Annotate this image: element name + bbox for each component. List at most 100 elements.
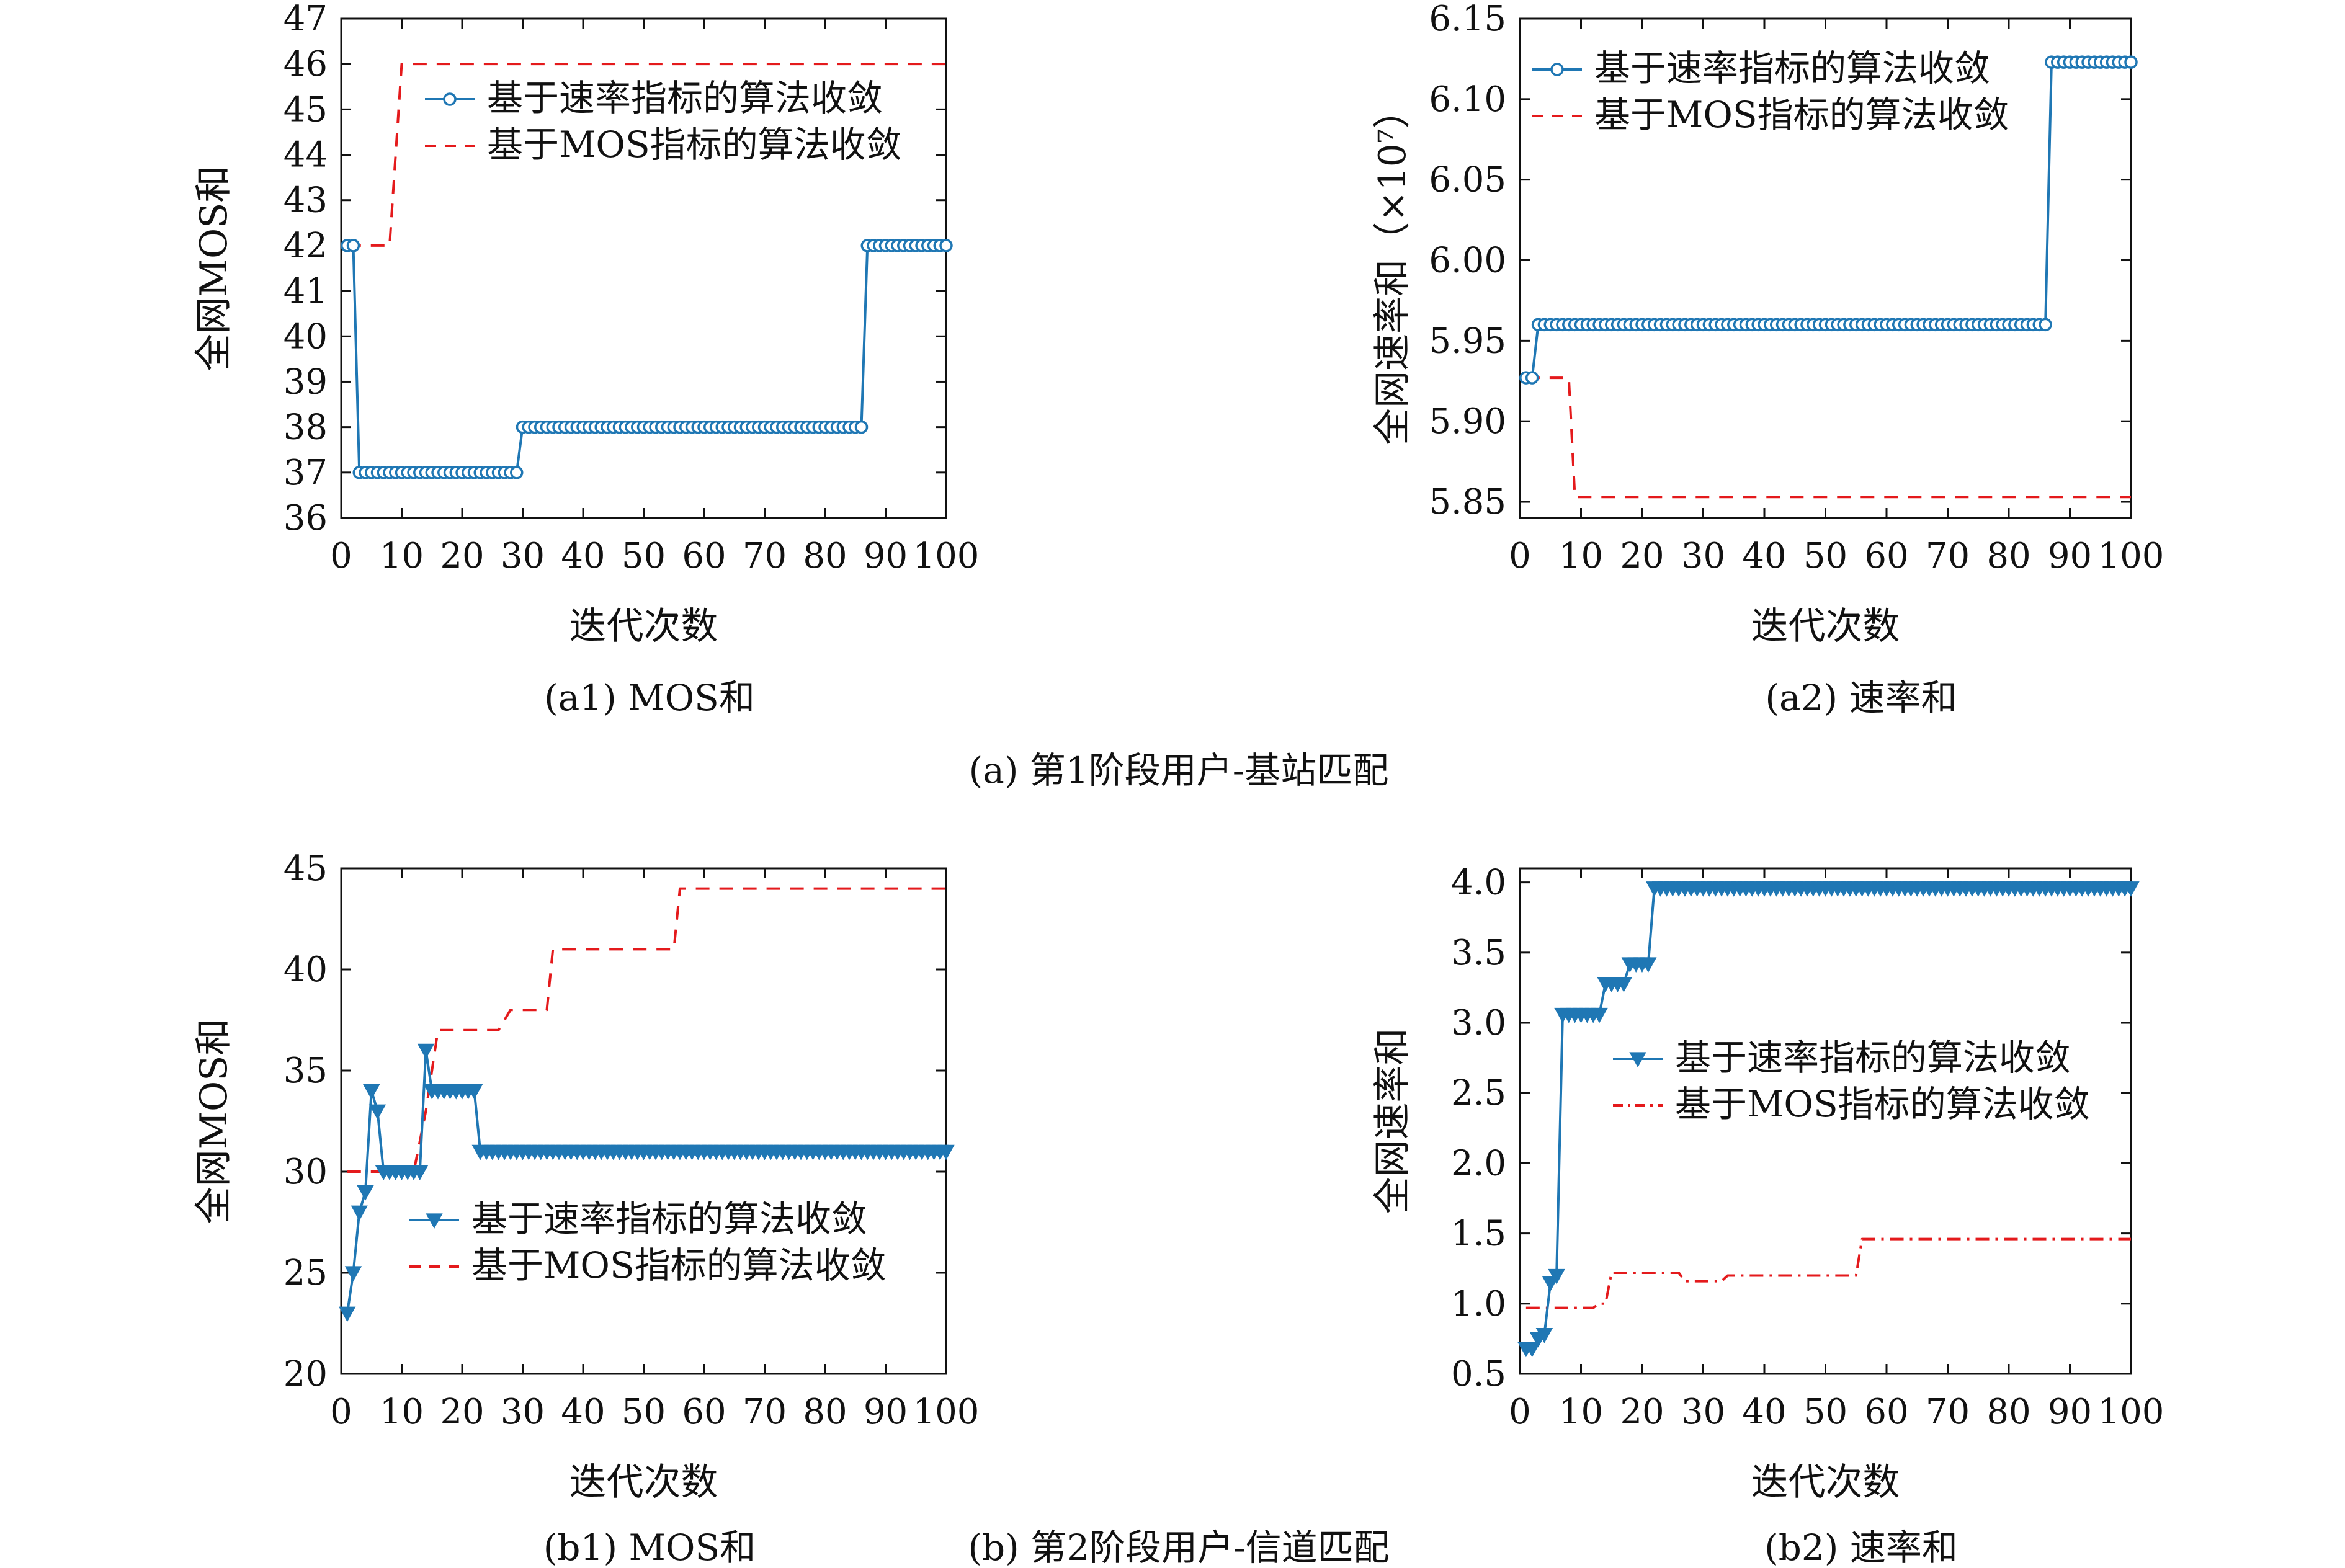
y-tick-label: 6.05 [1429, 160, 1506, 200]
series-point [339, 1306, 356, 1322]
y-tick-label: 30 [284, 1152, 328, 1192]
y-tick-label: 3.5 [1451, 933, 1506, 973]
x-tick-label: 90 [2048, 536, 2092, 576]
y-tick-label: 6.00 [1429, 241, 1506, 281]
x-tick-label: 20 [1620, 1392, 1664, 1432]
y-tick-label: 5.90 [1429, 401, 1506, 442]
charts-layer: 0 10 20 30 40 50 60 70 80 90 100363738394041424344… [192, 0, 2164, 1568]
x-tick-label: 0 [330, 536, 352, 576]
plot-frame [340, 867, 947, 1375]
series-point [2122, 881, 2140, 897]
series-point [465, 1084, 483, 1100]
x-axis-label: 迭代次数 [1751, 605, 1900, 648]
legend-marker [1629, 1052, 1646, 1068]
y-axis-label: 全网MOS和 [192, 166, 236, 372]
x-tick-label: 80 [1986, 536, 2030, 576]
y-tick-label: 5.95 [1429, 321, 1506, 361]
legend-entry: 基于MOS指标的算法收敛 [487, 123, 902, 166]
series-point [346, 239, 360, 252]
x-tick-label: 100 [2098, 1392, 2164, 1432]
figure-caption-a: (a) 第1阶段用户-基站匹配 [969, 749, 1389, 791]
x-tick-label: 90 [864, 536, 908, 576]
subplot-caption: (a2) 速率和 [1765, 677, 1957, 719]
x-tick-label: 40 [561, 1392, 605, 1432]
y-tick-label: 6.15 [1429, 0, 1506, 39]
y-tick-label: 2.5 [1451, 1073, 1506, 1113]
y-tick-label: 39 [284, 362, 328, 402]
y-tick-label: 20 [284, 1354, 328, 1394]
x-tick-label: 70 [743, 1392, 787, 1432]
y-tick-label: 35 [284, 1051, 328, 1091]
y-axis-label: 全网速率和（×10⁷） [1371, 91, 1414, 445]
y-tick-label: 46 [284, 44, 328, 84]
x-tick-label: 100 [913, 536, 980, 576]
y-tick-label: 25 [284, 1253, 328, 1293]
x-tick-label: 10 [1559, 536, 1603, 576]
x-tick-label: 60 [682, 1392, 726, 1432]
series-point [510, 466, 524, 479]
x-tick-label: 100 [913, 1392, 980, 1432]
chart-a2: 0 10 20 30 40 50 60 70 80 90 100 5.85 5.90 5.95 6.00 6.… [1371, 0, 2164, 719]
y-tick-label: 42 [284, 226, 328, 266]
x-axis-label: 迭代次数 [570, 605, 718, 648]
x-tick-label: 40 [1742, 1392, 1786, 1432]
x-tick-label: 30 [1681, 536, 1725, 576]
series-line-mos [347, 887, 946, 1173]
series-point [937, 1144, 955, 1160]
y-tick-label: 45 [284, 89, 328, 130]
x-tick-label: 80 [1986, 1392, 2030, 1432]
legend-entry: 基于速率指标的算法收敛 [1675, 1036, 2071, 1079]
series-point [363, 1084, 380, 1100]
y-tick-label: 5.85 [1429, 482, 1506, 522]
legend-entry: 基于MOS指标的算法收敛 [1675, 1083, 2090, 1125]
x-tick-label: 50 [622, 1392, 666, 1432]
y-tick-label: 36 [284, 498, 328, 538]
x-tick-label: 60 [1864, 1392, 1908, 1432]
x-tick-label: 0 [1509, 536, 1531, 576]
x-tick-label: 30 [501, 536, 545, 576]
legend-entry: 基于速率指标的算法收敛 [487, 77, 883, 119]
chart-b1: 0 10 20 30 40 50 60 70 80 90 100 20 25 30 35 40 45 迭代次数 全网… [192, 849, 979, 1568]
x-tick-label: 70 [743, 536, 787, 576]
y-tick-label: 38 [284, 408, 328, 448]
x-tick-label: 10 [1559, 1392, 1603, 1432]
x-tick-label: 70 [1926, 536, 1970, 576]
figure-caption-b: (b) 第2阶段用户-信道匹配 [968, 1526, 1389, 1568]
series-point [1525, 371, 1539, 385]
series-line-rate [347, 244, 946, 474]
x-tick-label: 80 [803, 536, 847, 576]
series-point [2039, 318, 2052, 332]
x-tick-label: 50 [622, 536, 666, 576]
series-point [351, 1205, 368, 1221]
series-line-mos [347, 63, 946, 247]
y-tick-label: 1.0 [1451, 1284, 1506, 1324]
series-line-mos [1525, 1237, 2131, 1309]
x-tick-label: 20 [440, 1392, 484, 1432]
legend-entry: 基于速率指标的算法收敛 [1594, 47, 1990, 89]
x-tick-label: 30 [1681, 1392, 1725, 1432]
series-point [1591, 1007, 1608, 1023]
legend-marker [1550, 63, 1564, 76]
x-tick-label: 40 [561, 536, 605, 576]
x-axis-label: 迭代次数 [1751, 1461, 1900, 1504]
x-tick-label: 30 [501, 1392, 545, 1432]
y-tick-label: 47 [284, 0, 328, 39]
legend-marker [443, 92, 457, 106]
y-axis-label: 全网速率和 [1371, 1028, 1414, 1214]
x-tick-label: 60 [682, 536, 726, 576]
x-tick-label: 80 [803, 1392, 847, 1432]
x-tick-label: 90 [2048, 1392, 2092, 1432]
y-tick-label: 37 [284, 453, 328, 493]
y-tick-label: 6.10 [1429, 79, 1506, 120]
legend-entry: 基于速率指标的算法收敛 [471, 1198, 867, 1240]
x-tick-label: 50 [1803, 536, 1847, 576]
x-axis-label: 迭代次数 [570, 1461, 718, 1504]
x-tick-label: 10 [380, 536, 424, 576]
y-tick-label: 44 [284, 135, 328, 176]
y-tick-label: 4.0 [1451, 863, 1506, 903]
y-tick-label: 41 [284, 271, 328, 311]
